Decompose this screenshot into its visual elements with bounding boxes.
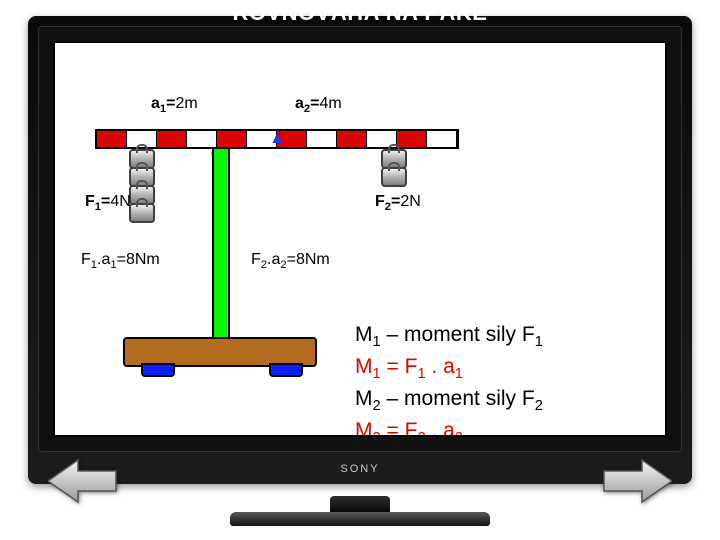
label-m1: F1.a1=8Nm bbox=[81, 251, 160, 271]
weights-left bbox=[129, 151, 155, 223]
arrow-right-icon bbox=[602, 458, 672, 504]
lever-segment bbox=[157, 131, 187, 147]
weights-right bbox=[381, 151, 407, 187]
lever-diagram: a1=2m a2=4m ▲ O F1=4N F2=2N F1.a1=8Nm F2… bbox=[55, 43, 665, 435]
weight-cylinder bbox=[129, 203, 155, 223]
equation-line-3: M2 – moment sily F2 bbox=[355, 385, 543, 417]
base-foot-left bbox=[141, 363, 175, 377]
lever-segment bbox=[427, 131, 457, 147]
pivot-marker: ▲ bbox=[269, 130, 285, 148]
arrow-left-icon bbox=[48, 458, 118, 504]
base-foot-right bbox=[269, 363, 303, 377]
tv-frame: a1=2m a2=4m ▲ O F1=4N F2=2N F1.a1=8Nm F2… bbox=[28, 16, 692, 484]
slide-title: ROVNOVÁHA NA PÁKE bbox=[0, 0, 720, 26]
lever-bar: ▲ bbox=[95, 129, 459, 149]
equations-block: M1 – moment sily F1 M1 = F1 . a1 M2 – mo… bbox=[355, 321, 543, 437]
lever-segment bbox=[187, 131, 217, 147]
tv-bezel: a1=2m a2=4m ▲ O F1=4N F2=2N F1.a1=8Nm F2… bbox=[38, 26, 682, 452]
next-button[interactable] bbox=[602, 458, 672, 504]
lever-segment bbox=[337, 131, 367, 147]
label-a2: a2=4m bbox=[295, 95, 342, 115]
lever-segment bbox=[397, 131, 427, 147]
tv-foot bbox=[230, 512, 490, 526]
weight-cylinder bbox=[381, 167, 407, 187]
lever-segment bbox=[217, 131, 247, 147]
lever-segment bbox=[307, 131, 337, 147]
fulcrum-pillar bbox=[212, 147, 230, 341]
equation-line-1: M1 – moment sily F1 bbox=[355, 321, 543, 353]
label-m2: F2.a2=8Nm bbox=[251, 251, 330, 271]
lever-segment bbox=[97, 131, 127, 147]
label-f2: F2=2N bbox=[375, 193, 421, 213]
tv-screen: a1=2m a2=4m ▲ O F1=4N F2=2N F1.a1=8Nm F2… bbox=[53, 41, 667, 437]
label-a1: a1=2m bbox=[151, 95, 198, 115]
equation-line-2: M1 = F1 . a1 bbox=[355, 353, 543, 385]
equation-line-4: M2 = F2 . a2 bbox=[355, 417, 543, 437]
tv-brand-label: SONY bbox=[28, 463, 692, 475]
prev-button[interactable] bbox=[48, 458, 118, 504]
label-f1: F1=4N bbox=[85, 193, 131, 213]
